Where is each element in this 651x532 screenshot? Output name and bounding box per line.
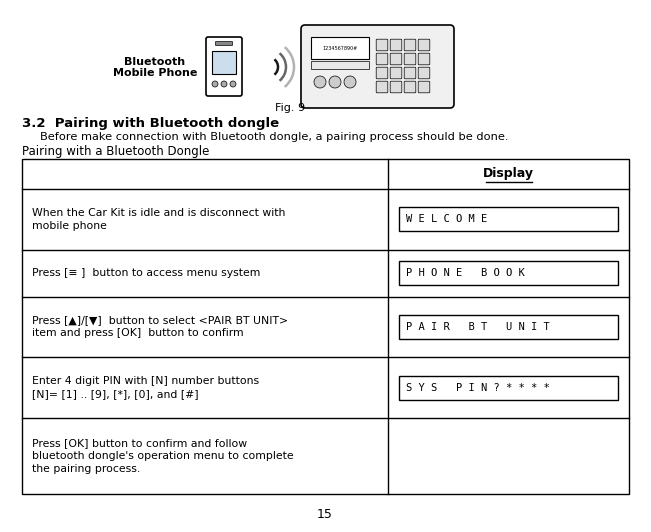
Text: Pairing with a Bluetooth Dongle: Pairing with a Bluetooth Dongle [22,145,210,157]
FancyBboxPatch shape [404,39,416,51]
Text: Press [OK] button to confirm and follow: Press [OK] button to confirm and follow [32,438,247,448]
Text: 3.2  Pairing with Bluetooth dongle: 3.2 Pairing with Bluetooth dongle [22,118,279,130]
Text: mobile phone: mobile phone [32,221,107,231]
FancyBboxPatch shape [418,81,430,93]
FancyBboxPatch shape [376,67,388,79]
Circle shape [329,76,341,88]
FancyBboxPatch shape [376,39,388,51]
Bar [399,261,618,285]
Text: Enter 4 digit PIN with [N] number buttons: Enter 4 digit PIN with [N] number button… [32,376,259,386]
Text: W E L C O M E: W E L C O M E [406,214,487,225]
FancyBboxPatch shape [206,37,242,96]
Text: bluetooth dongle's operation menu to complete: bluetooth dongle's operation menu to com… [32,451,294,461]
FancyBboxPatch shape [376,53,388,65]
Circle shape [221,81,227,87]
Text: P H O N E   B O O K: P H O N E B O O K [406,268,525,278]
Text: item and press [OK]  button to confirm: item and press [OK] button to confirm [32,328,243,338]
Circle shape [344,76,356,88]
Text: Press [▲]/[▼]  button to select <PAIR BT UNIT>: Press [▲]/[▼] button to select <PAIR BT … [32,315,288,326]
Circle shape [314,76,326,88]
FancyBboxPatch shape [404,81,416,93]
Bar [212,51,236,74]
Text: 1234567890#: 1234567890# [322,46,357,51]
Text: Bluetooth: Bluetooth [124,57,186,67]
Text: the pairing process.: the pairing process. [32,464,140,474]
FancyBboxPatch shape [376,81,388,93]
Text: When the Car Kit is idle and is disconnect with: When the Car Kit is idle and is disconne… [32,208,285,218]
FancyBboxPatch shape [215,41,232,46]
FancyBboxPatch shape [390,81,402,93]
Text: Display: Display [483,168,534,180]
Text: P A I R   B T   U N I T: P A I R B T U N I T [406,322,549,332]
Bar [22,159,629,494]
FancyBboxPatch shape [390,67,402,79]
Bar [399,376,618,400]
FancyBboxPatch shape [404,67,416,79]
FancyBboxPatch shape [418,39,430,51]
Bar [311,61,369,69]
Text: S Y S   P I N ? * * * *: S Y S P I N ? * * * * [406,383,549,393]
Text: Press [≡ ]  button to access menu system: Press [≡ ] button to access menu system [32,268,260,278]
FancyBboxPatch shape [404,53,416,65]
Circle shape [212,81,218,87]
FancyBboxPatch shape [301,25,454,108]
Text: [N]= [1] .. [9], [*], [0], and [#]: [N]= [1] .. [9], [*], [0], and [#] [32,389,199,399]
Text: Fig. 9: Fig. 9 [275,103,305,113]
FancyBboxPatch shape [390,39,402,51]
Circle shape [230,81,236,87]
Text: 15: 15 [317,508,333,520]
Text: Mobile Phone: Mobile Phone [113,68,197,78]
Text: Before make connection with Bluetooth dongle, a pairing process should be done.: Before make connection with Bluetooth do… [40,132,508,142]
Bar [311,37,369,59]
Bar [399,207,618,231]
Bar [399,315,618,339]
FancyBboxPatch shape [418,67,430,79]
FancyBboxPatch shape [418,53,430,65]
FancyBboxPatch shape [390,53,402,65]
